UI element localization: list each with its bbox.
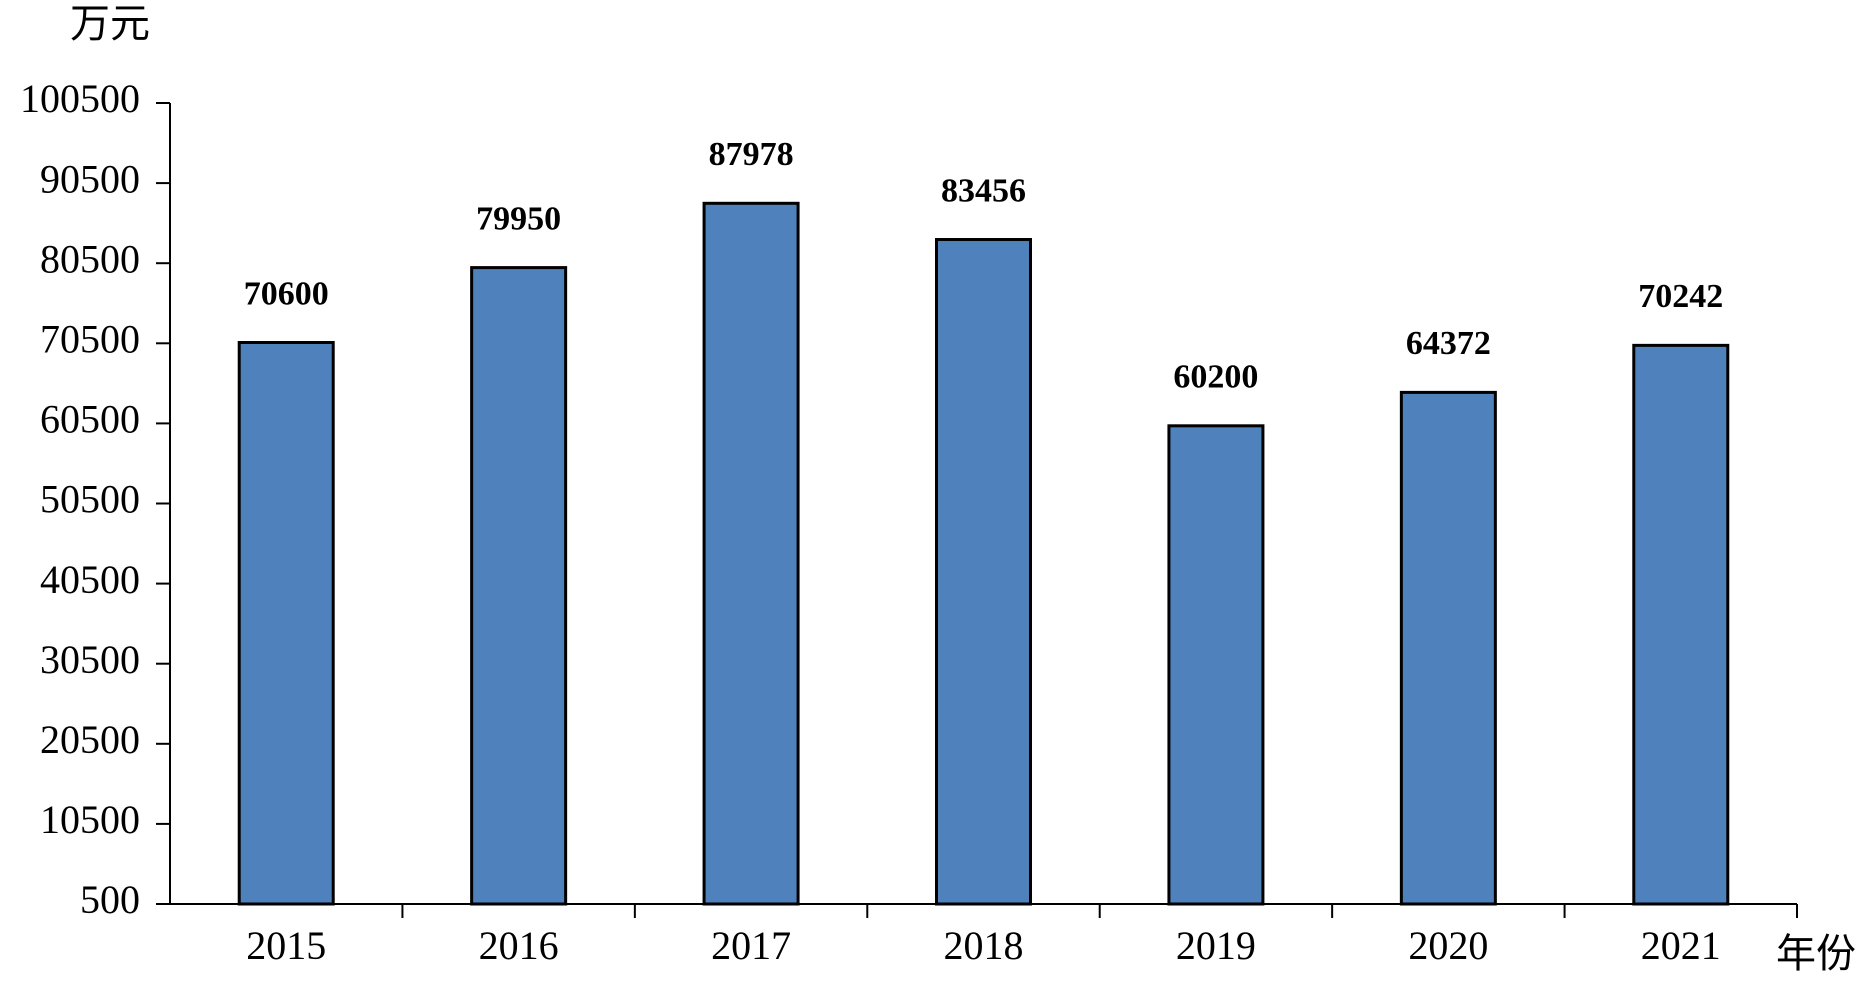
y-tick-label: 80500	[40, 236, 140, 281]
y-tick-label: 50500	[40, 477, 140, 522]
data-label: 70242	[1638, 278, 1723, 315]
data-label: 60200	[1173, 359, 1258, 396]
y-tick-label: 100500	[20, 76, 140, 121]
data-label: 83456	[941, 172, 1026, 209]
y-tick-label: 500	[80, 877, 140, 922]
y-tick-label: 60500	[40, 397, 140, 442]
bar	[1399, 390, 1497, 906]
x-tick-label: 2016	[479, 923, 559, 968]
y-tick-label: 10500	[40, 797, 140, 842]
x-tick-label: 2020	[1408, 923, 1488, 968]
data-label: 79950	[476, 200, 561, 237]
y-axis-label: 万元	[70, 1, 150, 46]
data-label: 64372	[1406, 325, 1491, 362]
bar	[1632, 343, 1730, 906]
x-axis-label: 年份	[1776, 931, 1856, 976]
bar	[935, 238, 1032, 906]
y-tick-label: 40500	[40, 557, 140, 602]
bar	[702, 201, 800, 906]
x-tick-label: 2021	[1641, 923, 1721, 968]
y-tick-label: 20500	[40, 717, 140, 762]
bar	[470, 266, 568, 906]
y-tick-label: 30500	[40, 637, 140, 682]
y-tick-label: 70500	[40, 316, 140, 361]
x-tick-label: 2018	[944, 923, 1024, 968]
x-tick-label: 2019	[1176, 923, 1256, 968]
bar	[1167, 424, 1265, 906]
bar	[237, 340, 335, 906]
x-tick-label: 2015	[246, 923, 326, 968]
y-tick-label: 90500	[40, 156, 140, 201]
data-label: 70600	[244, 275, 329, 312]
x-tick-label: 2017	[711, 923, 791, 968]
data-label: 87978	[709, 136, 794, 173]
